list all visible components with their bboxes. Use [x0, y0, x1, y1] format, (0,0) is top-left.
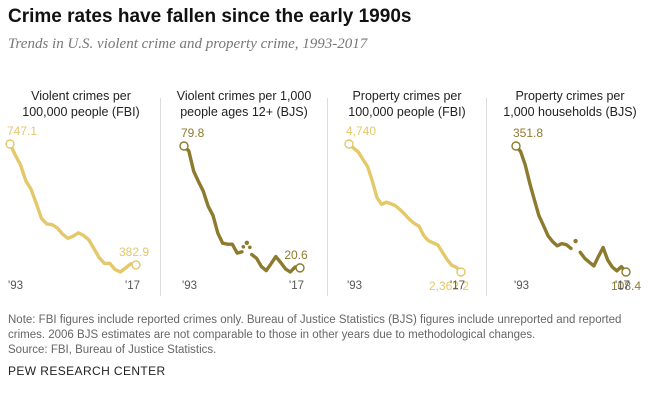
start-value-label: 351.8 [513, 126, 543, 140]
panel-title: Property crimes per 100,000 people (FBI) [348, 89, 466, 119]
chart-subtitle: Trends in U.S. violent crime and propert… [8, 36, 368, 52]
x-tick-label: '93 [347, 280, 362, 292]
footer-source: Source: FBI, Bureau of Justice Statistic… [8, 344, 217, 356]
start-value-label: 79.8 [181, 126, 205, 140]
footer-note: Note: FBI figures include reported crime… [8, 314, 622, 341]
discontinuity-point [244, 240, 250, 245]
panel-chart: 747.1 382.9 '93 '17 [5, 124, 149, 292]
divider [327, 98, 328, 296]
panel-violent-fbi: Violent crimes per 100,000 people (FBI) … [4, 82, 158, 300]
end-value-label: 2,362.2 [429, 279, 469, 293]
panel-title: Violent crimes per 1,000 people ages 12+… [176, 89, 312, 119]
end-value-label: 20.6 [284, 248, 308, 262]
series-line-segment [250, 252, 302, 274]
panel-chart: 351.8 108.4 '93 '17 [511, 126, 641, 293]
panel-title: Violent crimes per 100,000 people (FBI) [22, 89, 140, 119]
start-marker [511, 141, 521, 151]
panel-property-bjs: Property crimes per 1,000 households (BJ… [490, 82, 650, 300]
series-line-segment [347, 142, 463, 274]
x-tick-label: '17 [450, 280, 465, 292]
discontinuity-point [573, 238, 578, 244]
end-value-label: 108.4 [611, 279, 641, 293]
chart-title: Crime rates have fallen since the early … [8, 6, 412, 27]
series-line-segment [8, 142, 138, 274]
x-tick-label: '93 [514, 280, 529, 292]
panel-title: Property crimes per 1,000 households (BJ… [503, 89, 637, 119]
series-line-segment [578, 245, 628, 274]
x-tick-label: '17 [289, 280, 304, 292]
start-marker [344, 139, 354, 149]
panel-chart: 4,740 2,362.2 '93 '17 [344, 124, 469, 293]
divider [160, 98, 161, 296]
series-line-segment [514, 144, 573, 251]
footer: Note: FBI figures include reported crime… [8, 313, 648, 358]
divider [486, 98, 487, 296]
x-tick-label: '93 [182, 280, 197, 292]
start-marker [5, 139, 15, 149]
panel-chart: 79.8 20.6 '93 '17 [179, 126, 308, 292]
start-value-label: 747.1 [7, 124, 37, 138]
end-marker [295, 263, 305, 273]
panel-property-fbi: Property crimes per 100,000 people (FBI)… [331, 82, 483, 300]
end-marker [456, 267, 466, 277]
panel-violent-bjs: Violent crimes per 1,000 people ages 12+… [164, 82, 324, 300]
start-marker [179, 141, 189, 151]
series-line-segment [182, 144, 244, 255]
end-marker [131, 260, 141, 270]
start-value-label: 4,740 [346, 124, 376, 138]
x-tick-label: '17 [615, 280, 630, 292]
discontinuity-point [248, 245, 252, 250]
brand-label: PEW RESEARCH CENTER [8, 364, 166, 378]
x-tick-label: '93 [8, 280, 23, 292]
end-value-label: 382.9 [119, 245, 149, 259]
end-marker [621, 267, 631, 277]
x-tick-label: '17 [125, 280, 140, 292]
discontinuity-point [241, 244, 246, 249]
